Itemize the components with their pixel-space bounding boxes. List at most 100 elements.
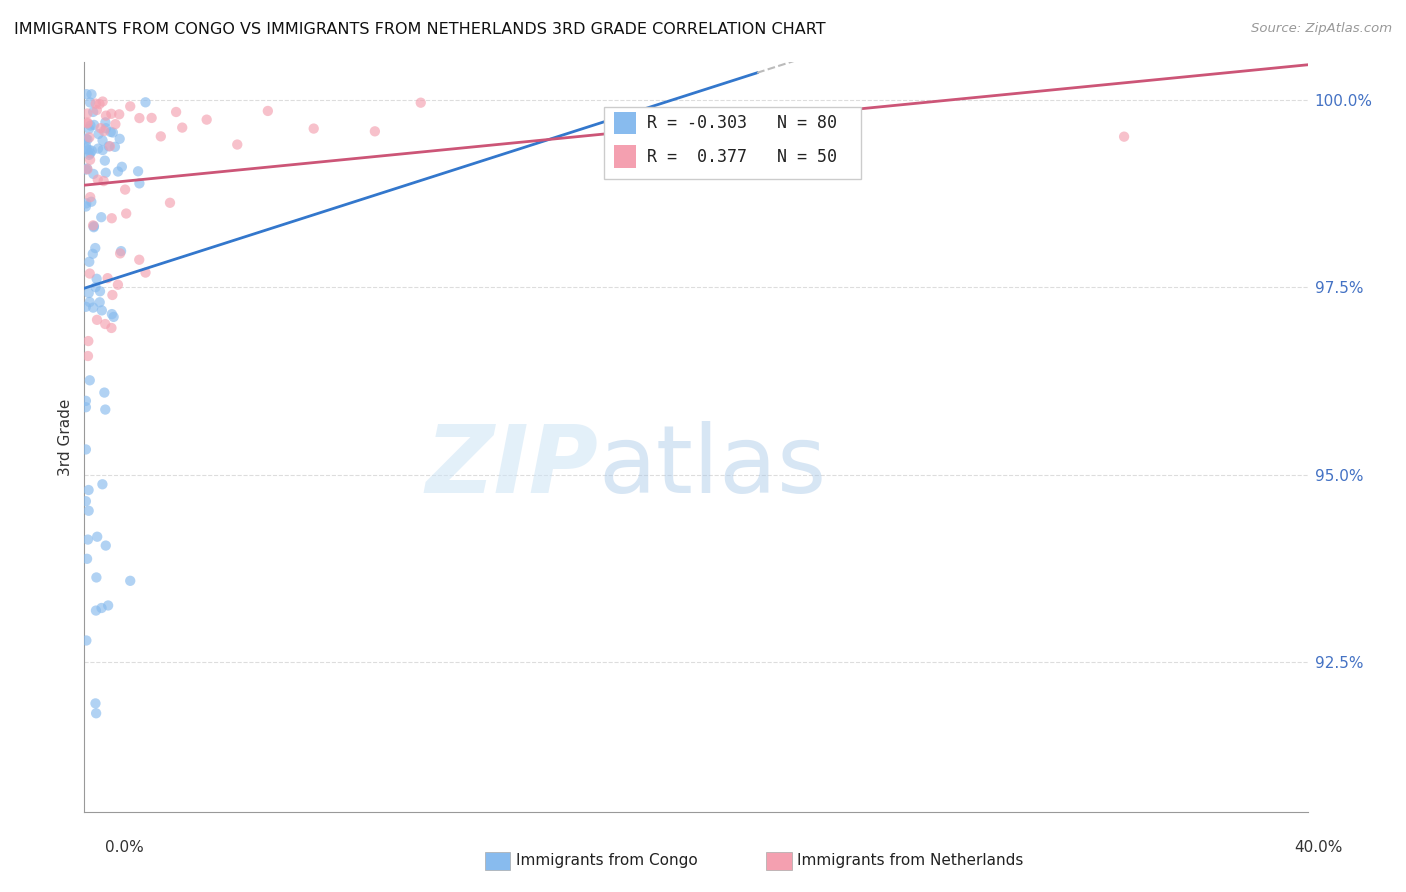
Point <box>128 177 150 191</box>
Point <box>110 244 132 259</box>
Point <box>94 317 117 331</box>
Point <box>111 160 134 174</box>
Point <box>638 128 661 143</box>
Point <box>79 130 101 145</box>
Point <box>172 120 194 135</box>
Point <box>76 162 98 177</box>
Text: 0.0%: 0.0% <box>105 840 145 855</box>
Point <box>93 385 115 400</box>
Point <box>84 280 107 294</box>
Point <box>93 174 115 188</box>
Point <box>77 121 100 136</box>
Point <box>86 313 108 327</box>
Point <box>79 95 101 110</box>
Point <box>86 530 108 544</box>
Point <box>94 153 117 168</box>
Point <box>77 148 100 162</box>
Point <box>100 125 122 139</box>
Point <box>97 271 120 285</box>
Point <box>82 301 104 315</box>
Point <box>159 195 181 210</box>
Point <box>76 106 98 120</box>
Point <box>75 401 97 415</box>
Point <box>89 285 111 299</box>
Point <box>108 107 131 121</box>
Text: R = -0.303   N = 80: R = -0.303 N = 80 <box>647 114 837 132</box>
Text: ZIP: ZIP <box>425 421 598 513</box>
Point <box>84 96 107 111</box>
Point <box>101 307 124 321</box>
Point <box>87 127 110 141</box>
Point <box>97 139 120 153</box>
Point <box>302 121 325 136</box>
Point <box>87 172 110 186</box>
Point <box>149 129 172 144</box>
Point <box>79 119 101 133</box>
Point <box>77 334 100 348</box>
Point <box>76 115 98 129</box>
Point <box>97 599 120 613</box>
Point <box>75 393 97 408</box>
Point <box>84 241 107 255</box>
Point <box>82 167 104 181</box>
Point <box>257 103 280 118</box>
Point <box>127 164 149 178</box>
Point <box>104 140 127 154</box>
Point <box>77 504 100 518</box>
Point <box>77 483 100 497</box>
Point <box>135 266 157 280</box>
Point <box>364 124 387 138</box>
Point <box>91 477 114 491</box>
Point <box>120 99 142 113</box>
Point <box>75 494 97 508</box>
Point <box>83 220 105 235</box>
Point <box>135 95 157 110</box>
Point <box>409 95 432 110</box>
Point <box>90 601 112 615</box>
Point <box>80 87 103 102</box>
Point <box>84 697 107 711</box>
Point <box>195 112 218 127</box>
Point <box>89 295 111 310</box>
Point <box>107 164 129 178</box>
Point <box>100 211 122 226</box>
Point <box>108 246 131 260</box>
Point <box>87 142 110 156</box>
Point <box>80 144 103 158</box>
Point <box>115 206 138 220</box>
Point <box>80 194 103 209</box>
Point <box>83 118 105 132</box>
Text: Immigrants from Congo: Immigrants from Congo <box>516 854 697 868</box>
Point <box>94 115 117 129</box>
Point <box>76 142 98 156</box>
Point <box>82 247 104 261</box>
Point <box>75 196 97 211</box>
Point <box>79 146 101 161</box>
Point <box>77 349 100 363</box>
Point <box>79 190 101 204</box>
Point <box>79 153 101 167</box>
Point <box>94 109 117 123</box>
Point <box>94 402 117 417</box>
Point <box>90 303 112 318</box>
Point <box>165 105 187 120</box>
Point <box>79 373 101 387</box>
Point <box>1114 129 1136 144</box>
Point <box>77 255 100 269</box>
Point <box>77 143 100 157</box>
Point <box>75 131 97 145</box>
Point <box>75 442 97 457</box>
Point <box>82 104 104 119</box>
Point <box>90 210 112 224</box>
Point <box>101 288 124 302</box>
Point <box>75 200 97 214</box>
Text: Source: ZipAtlas.com: Source: ZipAtlas.com <box>1251 22 1392 36</box>
Point <box>75 633 97 648</box>
Point <box>76 161 98 176</box>
Point <box>75 138 97 153</box>
Point <box>76 132 98 146</box>
Point <box>226 137 249 152</box>
Point <box>128 111 150 125</box>
Point <box>128 252 150 267</box>
Point <box>76 116 98 130</box>
